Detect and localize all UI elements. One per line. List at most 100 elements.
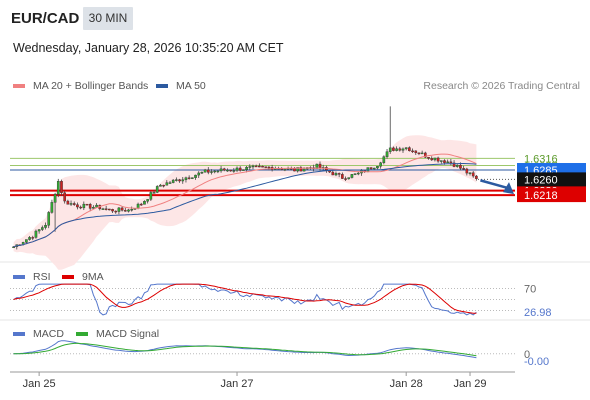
candle-body <box>283 168 287 171</box>
candle-body <box>452 162 456 167</box>
candle-body <box>369 167 373 170</box>
candle-body <box>251 165 255 168</box>
candle-body <box>376 166 379 169</box>
macd-zero-label: 0 <box>524 349 530 361</box>
forecast-arrow-icon <box>480 179 509 190</box>
candle-body <box>47 212 51 226</box>
candle-body <box>395 148 398 151</box>
candle-body <box>139 203 143 206</box>
candle-body <box>12 246 15 249</box>
candle-body <box>408 147 411 152</box>
timeframe-button[interactable]: 30 MIN <box>83 7 133 30</box>
candle-body <box>187 177 191 179</box>
candle-body <box>66 200 70 205</box>
candle-body <box>143 201 146 205</box>
candle-body <box>261 166 264 168</box>
candle-body <box>344 178 347 180</box>
last-price-label: 1.6260 <box>524 174 558 186</box>
ma20-swatch-icon <box>13 84 25 88</box>
candle-body <box>31 237 35 239</box>
candle-body <box>334 173 338 176</box>
candle-body <box>155 186 159 193</box>
candle-body <box>436 157 440 162</box>
rsi-swatch-icon <box>13 275 25 279</box>
resistance-label: 1.6316 <box>524 153 558 165</box>
candle-body <box>165 182 169 186</box>
rsi-ref-label: 70 <box>524 284 536 296</box>
candle-body <box>28 237 31 240</box>
candle-body <box>85 203 89 206</box>
candle-body <box>398 148 402 151</box>
candle-body <box>50 202 54 213</box>
candle-body <box>101 208 105 210</box>
candle-body <box>356 172 360 175</box>
candle-body <box>194 174 197 178</box>
candle-body <box>238 167 242 171</box>
candle-body <box>475 175 478 179</box>
candle-body <box>178 179 181 182</box>
candle-body <box>159 184 162 187</box>
candle-body <box>41 227 44 230</box>
candle-body <box>37 229 41 232</box>
legend-rsi: RSI <box>13 271 51 283</box>
legend-macd: MACD <box>13 328 64 340</box>
candle-body <box>44 225 47 228</box>
candle-body <box>264 166 268 168</box>
candle-body <box>401 148 405 151</box>
legend-rsi-label: RSI <box>33 271 51 283</box>
candle-body <box>427 157 430 159</box>
candle-body <box>92 206 95 209</box>
candle-body <box>206 169 210 173</box>
rsi-ma-swatch-icon <box>62 275 74 279</box>
candle-body <box>184 177 188 180</box>
candle-body <box>433 157 437 161</box>
x-tick-label: Jan 29 <box>454 378 487 390</box>
candle-body <box>152 192 156 194</box>
research-credit: Research © 2026 Trading Central <box>423 80 580 92</box>
candle-body <box>242 169 245 171</box>
candle-body <box>56 181 60 195</box>
forecast-arrowhead-icon <box>503 182 514 195</box>
ma20-line <box>13 153 477 248</box>
candle-body <box>69 203 73 205</box>
candle-body <box>353 173 357 175</box>
candle-body <box>331 171 335 176</box>
candle-body <box>293 168 296 172</box>
macd-signal-swatch-icon <box>76 332 88 336</box>
candle-body <box>245 166 248 170</box>
candle-body <box>439 160 443 162</box>
candle-body <box>382 156 386 164</box>
candle-body <box>130 209 134 211</box>
candle-body <box>411 150 414 153</box>
macd-signal-line <box>13 342 477 357</box>
candle-body <box>350 174 354 178</box>
candle-body <box>443 160 446 163</box>
candle-body <box>72 203 76 205</box>
candle-body <box>88 204 92 209</box>
candle-body <box>210 171 213 173</box>
candle-body <box>197 172 201 176</box>
candle-body <box>232 170 236 172</box>
candle-body <box>213 170 216 173</box>
last-price-label-box <box>517 172 586 187</box>
legend-macd-signal: MACD Signal <box>76 328 159 340</box>
candle-body <box>468 172 472 174</box>
legend-macd-signal-label: MACD Signal <box>96 328 160 340</box>
candle-body <box>226 169 229 172</box>
candle-body <box>229 169 232 172</box>
candle-body <box>404 147 408 150</box>
candle-body <box>171 179 175 183</box>
candle-body <box>175 179 178 181</box>
support-label: 1.6218 <box>524 190 558 202</box>
candle-body <box>417 152 421 155</box>
bollinger-band <box>13 135 477 270</box>
candle-body <box>267 166 271 169</box>
candle-body <box>25 239 28 243</box>
candle-body <box>446 161 449 164</box>
candle-body <box>379 162 382 167</box>
candle-body <box>372 167 376 170</box>
candle-body <box>123 210 127 212</box>
candle-body <box>34 230 38 238</box>
legend-rsi-ma: 9MA <box>62 271 104 283</box>
